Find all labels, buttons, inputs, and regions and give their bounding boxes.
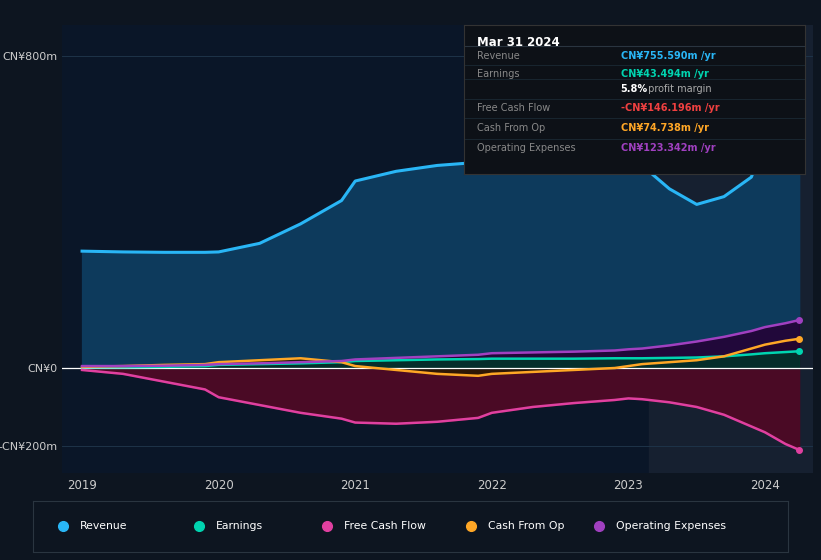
Text: Revenue: Revenue [80,521,127,531]
Text: Operating Expenses: Operating Expenses [478,143,576,153]
Text: CN¥755.590m /yr: CN¥755.590m /yr [621,52,715,62]
Text: Free Cash Flow: Free Cash Flow [478,103,551,113]
Text: Free Cash Flow: Free Cash Flow [344,521,426,531]
Text: -CN¥146.196m /yr: -CN¥146.196m /yr [621,103,719,113]
Text: CN¥74.738m /yr: CN¥74.738m /yr [621,123,709,133]
Text: Revenue: Revenue [478,52,521,62]
Text: CN¥123.342m /yr: CN¥123.342m /yr [621,143,715,153]
Bar [649,25,821,473]
Text: Mar 31 2024: Mar 31 2024 [478,36,560,49]
Text: 5.8%: 5.8% [621,84,648,94]
Text: profit margin: profit margin [645,84,712,94]
Text: Earnings: Earnings [478,69,520,79]
Text: Cash From Op: Cash From Op [488,521,564,531]
Text: Operating Expenses: Operating Expenses [616,521,726,531]
Text: Earnings: Earnings [216,521,263,531]
Text: Cash From Op: Cash From Op [478,123,546,133]
Text: CN¥43.494m /yr: CN¥43.494m /yr [621,69,709,79]
